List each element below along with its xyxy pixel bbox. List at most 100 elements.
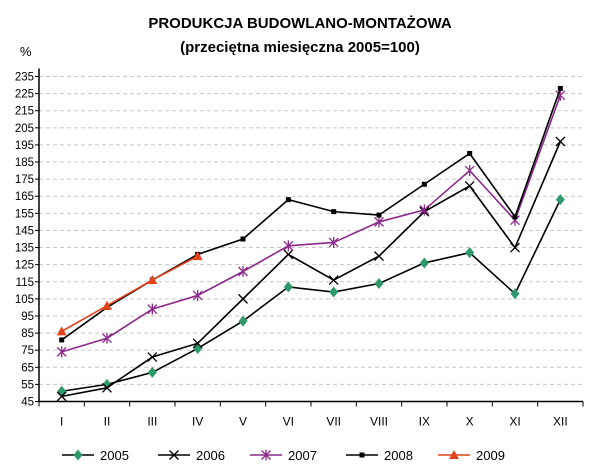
x-tick-label: X bbox=[466, 415, 474, 429]
x-marker bbox=[169, 450, 179, 460]
y-tick-label: 145 bbox=[15, 225, 34, 237]
gridlines bbox=[39, 76, 583, 385]
marker-stroke bbox=[169, 450, 179, 460]
x-marker bbox=[238, 293, 248, 304]
x-tick-label: IX bbox=[419, 415, 430, 429]
legend-item-2009: 2009 bbox=[438, 448, 505, 463]
square-marker bbox=[331, 209, 337, 215]
triangle-marker bbox=[56, 326, 67, 336]
x-marker bbox=[464, 181, 475, 191]
triangle-marker bbox=[449, 450, 459, 459]
y-tick-label: 155 bbox=[15, 208, 34, 220]
y-tick-label: 45 bbox=[21, 397, 34, 409]
star-marker bbox=[374, 216, 384, 228]
y-tick-label: 85 bbox=[21, 328, 34, 340]
x-tick-label: XII bbox=[553, 415, 568, 429]
series-line bbox=[61, 88, 562, 341]
legend-item-2006: 2006 bbox=[158, 448, 225, 463]
series-line bbox=[61, 199, 562, 393]
chart-subtitle: (przeciętna miesięczna 2005=100) bbox=[180, 39, 420, 56]
series-group bbox=[56, 85, 566, 402]
y-tick-label: 125 bbox=[15, 260, 34, 272]
y-tick-label: 185 bbox=[15, 157, 34, 169]
y-tick-label: 165 bbox=[15, 191, 34, 203]
star-marker bbox=[261, 449, 271, 461]
series-2007 bbox=[56, 89, 566, 358]
x-marker bbox=[56, 391, 67, 402]
series-2008 bbox=[59, 85, 563, 343]
x-tick-label: I bbox=[60, 415, 63, 429]
y-tick-label: 115 bbox=[16, 277, 34, 289]
y-tick-label: 215 bbox=[15, 106, 34, 118]
square-marker bbox=[285, 197, 291, 203]
marker-stroke bbox=[147, 352, 158, 362]
star-marker bbox=[283, 240, 294, 252]
marker-stroke bbox=[555, 136, 566, 147]
diamond-marker bbox=[465, 247, 475, 259]
star-marker bbox=[464, 165, 475, 177]
diamond-marker bbox=[374, 277, 384, 289]
marker-stroke bbox=[102, 382, 112, 393]
x-tick-label: VII bbox=[326, 415, 341, 429]
star-marker bbox=[56, 346, 67, 358]
y-axis-label: % bbox=[20, 44, 32, 59]
star-marker bbox=[238, 266, 248, 277]
x-marker bbox=[283, 249, 294, 260]
y-tick-label: 55 bbox=[21, 379, 34, 391]
x-marker bbox=[147, 352, 158, 362]
legend-item-2005: 2005 bbox=[62, 448, 129, 463]
x-tick-label: VIII bbox=[370, 415, 388, 429]
triangle-marker bbox=[147, 275, 158, 285]
x-tick-label: XI bbox=[509, 415, 520, 429]
square-marker bbox=[359, 452, 365, 458]
star-marker bbox=[419, 204, 430, 216]
x-marker bbox=[555, 136, 566, 147]
legend: 2005 2006 2007 2008 2009 bbox=[62, 448, 505, 463]
x-marker bbox=[510, 242, 520, 253]
x-tick-label: II bbox=[104, 415, 111, 429]
y-tick-label: 65 bbox=[21, 362, 34, 374]
y-tick-label: 95 bbox=[21, 311, 34, 323]
star-marker bbox=[328, 236, 339, 248]
square-marker bbox=[421, 181, 427, 187]
chart-title: PRODUKCJA BUDOWLANO-MONTAŻOWA bbox=[148, 15, 451, 32]
diamond-marker bbox=[329, 286, 339, 298]
legend-label: 2008 bbox=[384, 448, 413, 463]
series-line bbox=[61, 255, 199, 333]
x-marker bbox=[102, 382, 112, 393]
triangle-marker bbox=[102, 300, 112, 310]
square-marker bbox=[557, 85, 563, 91]
series-2009 bbox=[56, 251, 203, 336]
diamond-marker bbox=[419, 257, 429, 269]
marker-stroke bbox=[56, 391, 67, 402]
y-tick-label: 75 bbox=[21, 345, 34, 357]
y-tick-label: 175 bbox=[15, 174, 34, 186]
series-2005 bbox=[57, 194, 565, 397]
series-line bbox=[61, 141, 562, 398]
star-marker bbox=[147, 303, 158, 315]
triangle-marker bbox=[192, 251, 203, 261]
legend-label: 2006 bbox=[196, 448, 225, 463]
legend-label: 2007 bbox=[288, 448, 317, 463]
square-marker bbox=[240, 236, 246, 242]
diamond-marker bbox=[510, 288, 520, 300]
legend-label: 2009 bbox=[476, 448, 505, 463]
star-marker bbox=[192, 289, 203, 301]
square-marker bbox=[467, 150, 473, 156]
y-tick-label: 225 bbox=[15, 89, 34, 101]
x-tick-label: III bbox=[147, 415, 157, 429]
x-marker bbox=[192, 338, 203, 349]
marker-stroke bbox=[374, 251, 384, 262]
y-tick-label: 235 bbox=[15, 72, 34, 84]
marker-stroke bbox=[192, 338, 203, 349]
marker-stroke bbox=[283, 249, 294, 260]
legend-item-2008: 2008 bbox=[346, 448, 413, 463]
marker-stroke bbox=[510, 242, 520, 253]
diamond-marker bbox=[73, 449, 83, 461]
diamond-marker bbox=[555, 194, 565, 206]
diamond-marker bbox=[238, 315, 248, 327]
x-tick-label: VI bbox=[283, 415, 294, 429]
diamond-marker bbox=[147, 366, 157, 378]
marker-stroke bbox=[328, 275, 339, 286]
